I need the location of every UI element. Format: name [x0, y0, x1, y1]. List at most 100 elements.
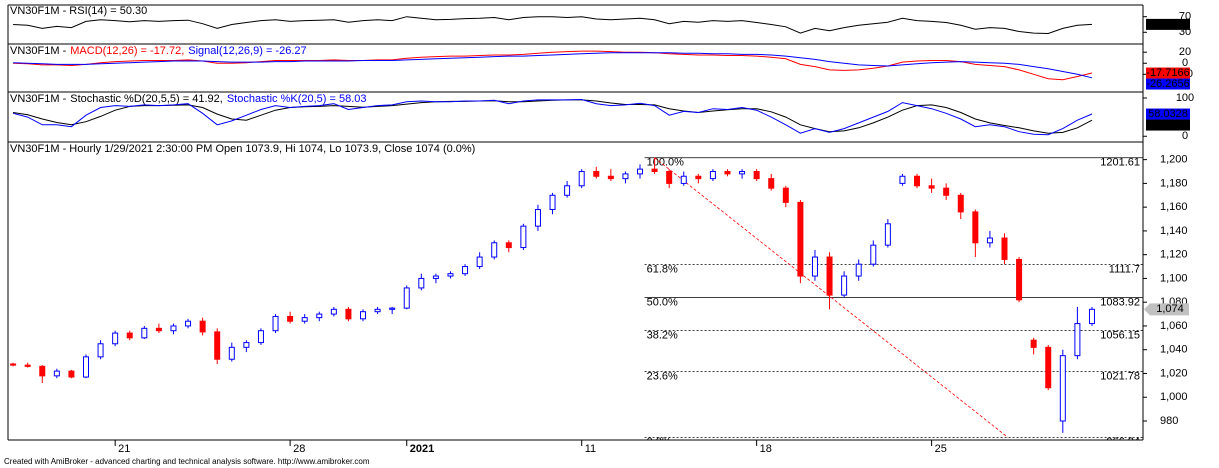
candle-body: [1030, 339, 1037, 348]
title-text: VN30F1M -: [10, 93, 67, 105]
panel-title: VN30F1M - RSI(14) = 50.30: [10, 5, 147, 17]
fib-price: 1056.15: [1100, 329, 1140, 341]
candle-body: [1001, 237, 1008, 260]
y-tick-label: 1,000: [1160, 391, 1188, 403]
candle-body: [1045, 346, 1052, 389]
legend-entry: Signal(12,26,9) = -26.27: [188, 45, 306, 57]
panel-title: VN30F1M - MACD(12,26) = -17.72, Signal(12,…: [10, 45, 307, 57]
candle-body: [24, 364, 31, 367]
candle-body: [943, 187, 950, 196]
fib-percent: 100.0%: [647, 157, 685, 169]
candle-body: [607, 175, 614, 180]
x-tick-label: 25: [935, 443, 947, 455]
title-text: VN30F1M -: [10, 45, 67, 57]
candle-body: [39, 365, 46, 377]
candle-body: [505, 242, 512, 249]
candle-body: [185, 320, 192, 327]
candle-body: [257, 330, 264, 344]
x-tick-label: 21: [118, 443, 130, 455]
candle-body: [228, 346, 235, 360]
candle-body: [243, 342, 250, 348]
candle-body: [753, 171, 760, 180]
candle-body: [534, 209, 541, 227]
candle-body: [884, 223, 891, 246]
title-text: VN30F1M - RSI(14) = 50.30: [10, 5, 147, 17]
fib-percent: 0.0%: [647, 436, 672, 448]
candle-body: [1088, 308, 1095, 325]
candle-body: [797, 201, 804, 277]
candle-body: [811, 256, 818, 277]
candle-body: [870, 244, 877, 265]
y-tick-label: 980: [1160, 415, 1178, 427]
candle-body: [155, 327, 162, 332]
x-tick-label: 11: [585, 443, 596, 455]
indicator-line: [13, 50, 1093, 81]
candle-body: [462, 266, 469, 275]
candle-body: [316, 313, 323, 319]
candle-body: [389, 307, 396, 310]
legend-entry: MACD(12,26) = -17.72,: [70, 45, 184, 57]
y-tick-label: 0: [1182, 130, 1188, 142]
last-value-label: 50.302: [1151, 18, 1185, 30]
candle-body: [564, 185, 571, 196]
candle-body: [214, 331, 221, 360]
last-value-label: 41.9171: [1148, 119, 1188, 131]
fib-percent: 50.0%: [647, 296, 678, 308]
candle-body: [855, 263, 862, 277]
candle-body: [272, 315, 279, 332]
fib-price: 966.24: [1106, 436, 1140, 448]
candle-body: [68, 370, 75, 378]
candle-body: [301, 317, 308, 322]
candle-body: [82, 356, 89, 378]
candle-body: [374, 308, 381, 313]
candle-body: [345, 308, 352, 320]
candle-body: [53, 370, 60, 377]
fib-trend-line: [654, 157, 1009, 438]
y-tick-label: 1,040: [1160, 344, 1188, 356]
y-tick-label: 1,100: [1160, 272, 1188, 284]
candle-body: [126, 332, 133, 339]
last-value-label: 58.0328: [1148, 108, 1188, 120]
y-tick-label: 1,140: [1160, 225, 1188, 237]
fib-price: 1083.92: [1100, 296, 1140, 308]
candle-body: [622, 173, 629, 180]
last-value-box: [1146, 78, 1190, 90]
indicator-line: [12, 98, 1093, 136]
candle-body: [666, 171, 673, 184]
candle-body: [914, 175, 921, 187]
fib-percent: 61.8%: [647, 263, 678, 275]
candle-body: [739, 171, 746, 175]
candle-body: [680, 175, 687, 184]
candle-body: [360, 311, 367, 320]
candle-body: [287, 315, 294, 322]
indicator-line: [13, 52, 1093, 79]
last-value-box: [1146, 18, 1190, 30]
candle-body: [593, 171, 600, 177]
candle-body: [782, 187, 789, 203]
candle-body: [330, 308, 337, 315]
x-tick-label: 28: [293, 443, 305, 455]
candle-body: [403, 287, 410, 309]
y-tick-label: 0: [1182, 57, 1188, 69]
candle-body: [10, 363, 17, 366]
fib-price: 1201.61: [1100, 157, 1140, 169]
y-tick-label: 1,120: [1160, 249, 1188, 261]
legend-entry: Stochastic %D(20,5,5) = 41.92,: [70, 93, 223, 105]
candle-body: [447, 273, 454, 277]
candle-body: [578, 171, 585, 187]
y-tick-label: 1,200: [1160, 154, 1188, 166]
y-tick-label: 1,060: [1160, 320, 1188, 332]
candle-body: [768, 178, 775, 189]
candle-body: [724, 171, 731, 175]
last-value-label: -26.2656: [1146, 78, 1189, 90]
candle-body: [141, 327, 148, 339]
candle-body: [476, 256, 483, 268]
candle-body: [112, 332, 119, 345]
candle-body: [637, 168, 644, 175]
y-tick-label: 1,160: [1160, 201, 1188, 213]
y-tick-label: 1,020: [1160, 367, 1188, 379]
candle-body: [957, 194, 964, 213]
candle-body: [1074, 323, 1081, 357]
